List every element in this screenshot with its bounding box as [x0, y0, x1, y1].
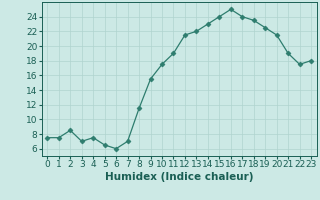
X-axis label: Humidex (Indice chaleur): Humidex (Indice chaleur) [105, 172, 253, 182]
